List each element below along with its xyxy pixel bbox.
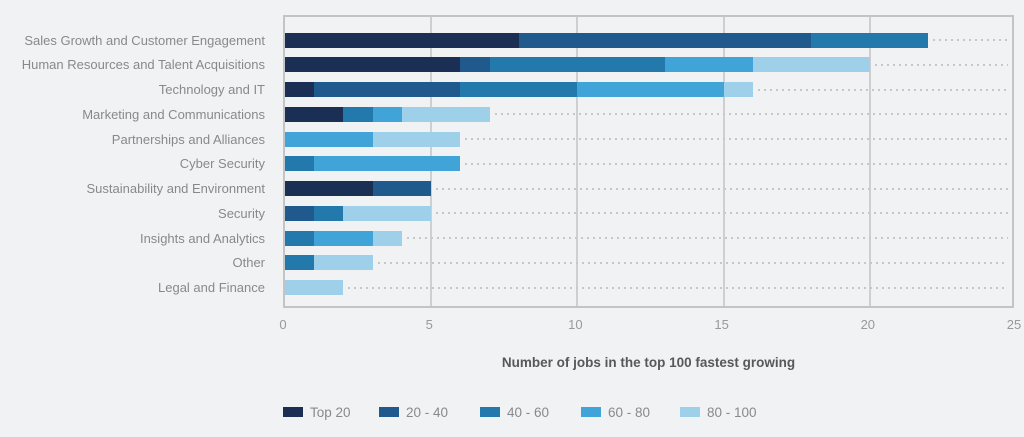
bar-segment-Top20 — [285, 32, 519, 48]
bar-segment-60-80 — [314, 156, 461, 172]
x-tick-label: 20 — [860, 317, 876, 332]
category-label: Legal and Finance — [158, 280, 265, 295]
bar-segment-40-60 — [314, 205, 344, 221]
bar-row — [285, 205, 432, 221]
bar-segment-20-40 — [314, 82, 461, 97]
category-label: Technology and IT — [158, 82, 265, 97]
bar-row — [285, 131, 461, 147]
dotted-leader-line — [757, 88, 1008, 91]
category-label: Cyber Security — [179, 156, 265, 172]
bar-row — [285, 82, 753, 97]
bar-segment-Top20 — [285, 57, 461, 73]
dotted-leader-line — [436, 212, 1008, 215]
dotted-leader-line — [465, 138, 1008, 140]
bar-row — [285, 280, 344, 295]
dotted-leader-line — [874, 63, 1008, 66]
bar-row — [285, 230, 402, 246]
bar-segment-80-100 — [723, 82, 753, 97]
x-tick-label: 0 — [279, 317, 287, 332]
bar-row — [285, 181, 432, 196]
bar-segment-40-60 — [285, 255, 315, 271]
bar-row — [285, 106, 490, 122]
bar-segment-Top20 — [285, 82, 315, 97]
legend-item: 40 - 60 — [480, 404, 549, 420]
legend-item: 60 - 80 — [581, 404, 650, 420]
legend-swatch-icon — [680, 407, 700, 417]
category-label: Partnerships and Alliances — [111, 131, 265, 147]
bar-segment-20-40 — [285, 205, 315, 221]
dotted-leader-line — [377, 261, 1008, 264]
bar-segment-40-60 — [460, 82, 578, 97]
legend-label: 20 - 40 — [406, 404, 449, 420]
legend-item: 20 - 40 — [379, 404, 448, 420]
dotted-leader-line — [406, 237, 1008, 239]
bar-segment-Top20 — [285, 181, 373, 196]
category-label: Sustainability and Environment — [86, 181, 266, 196]
bar-segment-40-60 — [285, 156, 315, 172]
bar-segment-80-100 — [343, 205, 432, 221]
category-label: Sales Growth and Customer Engagement — [24, 32, 265, 48]
dotted-leader-line — [348, 286, 1008, 289]
bar-segment-60-80 — [285, 131, 373, 147]
dotted-leader-line — [494, 113, 1008, 116]
bar-segment-Top20 — [285, 106, 344, 122]
legend-swatch-icon — [283, 407, 303, 417]
legend-swatch-icon — [581, 407, 601, 417]
x-axis-title: Number of jobs in the top 100 fastest gr… — [501, 355, 796, 370]
category-label: Marketing and Communications — [82, 106, 265, 122]
bar-segment-80-100 — [752, 57, 870, 73]
bar-segment-80-100 — [372, 230, 402, 246]
bar-segment-20-40 — [372, 181, 432, 196]
dotted-leader-line — [465, 162, 1008, 165]
bar-segment-40-60 — [285, 230, 315, 246]
legend-swatch-icon — [379, 407, 399, 417]
x-tick-label: 10 — [568, 317, 583, 332]
bar-segment-60-80 — [372, 106, 402, 122]
category-label: Insights and Analytics — [139, 230, 265, 246]
legend-label: 60 - 80 — [608, 404, 651, 420]
bar-segment-40-60 — [343, 106, 373, 122]
x-tick-label: 5 — [425, 317, 433, 332]
x-tick-label: 15 — [714, 317, 729, 332]
legend-label: 80 - 100 — [707, 404, 757, 420]
legend-label: 40 - 60 — [507, 404, 550, 420]
bar-segment-60-80 — [314, 230, 373, 246]
legend-item: 80 - 100 — [680, 404, 757, 420]
bar-row — [285, 57, 870, 73]
legend-item: Top 20 — [283, 404, 351, 420]
gridline-x-15 — [722, 17, 725, 306]
bar-segment-20-40 — [518, 32, 812, 48]
bar-row — [285, 255, 373, 271]
bar-segment-80-100 — [285, 280, 344, 295]
bar-row — [285, 32, 929, 48]
bar-segment-80-100 — [401, 106, 490, 122]
legend-label: Top 20 — [310, 404, 351, 420]
category-label: Human Resources and Talent Acquisitions — [21, 57, 265, 73]
bar-row — [285, 156, 461, 172]
dotted-leader-line — [436, 187, 1008, 190]
legend-swatch-icon — [480, 407, 500, 417]
dotted-leader-line — [933, 39, 1008, 41]
bar-segment-20-40 — [460, 57, 490, 73]
plot-area — [283, 15, 1014, 308]
bar-segment-60-80 — [665, 57, 753, 73]
bar-segment-40-60 — [489, 57, 666, 73]
bar-segment-60-80 — [577, 82, 724, 97]
gridline-x-10 — [576, 17, 579, 306]
x-tick-label: 25 — [1006, 317, 1022, 332]
bar-segment-80-100 — [314, 255, 373, 271]
bar-segment-80-100 — [372, 131, 461, 147]
category-label: Security — [218, 205, 265, 221]
bar-segment-40-60 — [811, 32, 929, 48]
gridline-x-20 — [868, 17, 871, 306]
category-label: Other — [232, 255, 265, 271]
legend: Top 20 20 - 40 40 - 60 60 - 80 80 - 100 — [0, 404, 1024, 420]
